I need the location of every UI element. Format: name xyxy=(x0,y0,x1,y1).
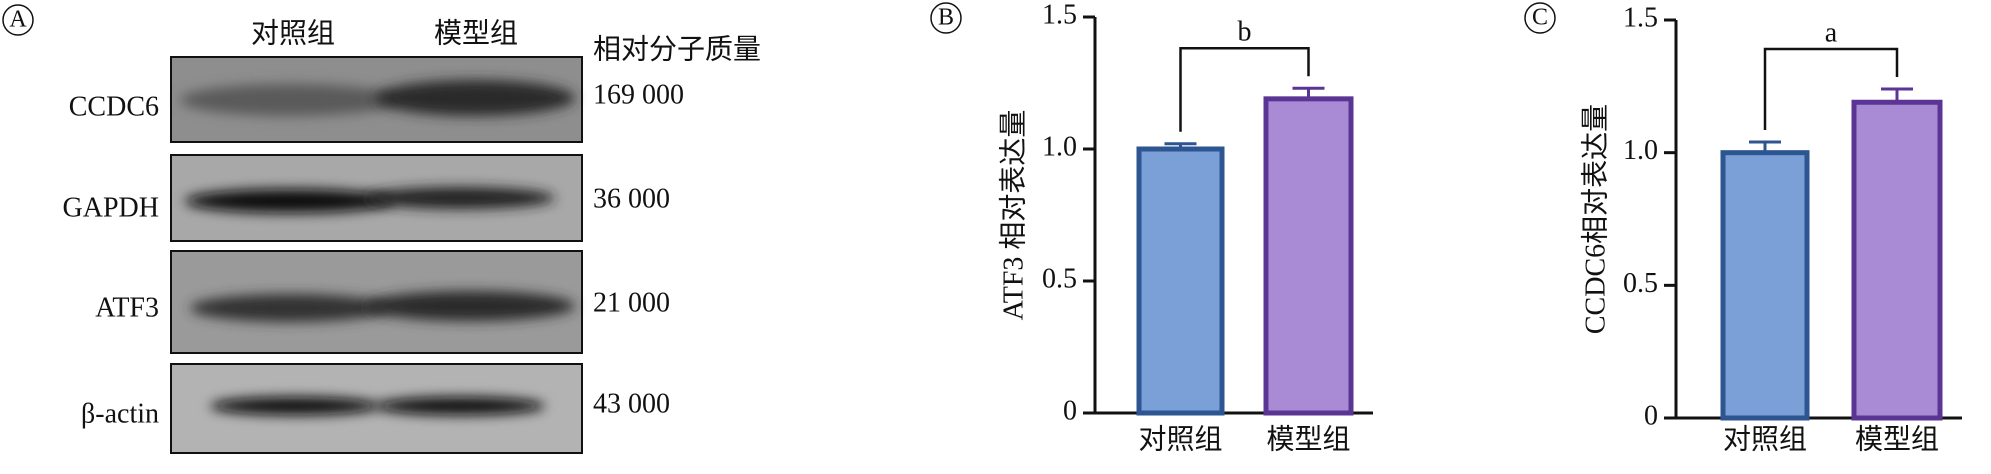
bar xyxy=(1136,146,1225,416)
y-tick-label: 0 xyxy=(1063,395,1077,426)
bar xyxy=(1851,99,1943,421)
significance-label: b xyxy=(1238,17,1252,48)
blot-3 xyxy=(170,363,583,454)
panel-letter: C xyxy=(1532,5,1548,31)
mw-label: 36 000 xyxy=(593,183,670,214)
y-tick-label: 0.5 xyxy=(1042,263,1077,294)
x-tick-label: 对照组 xyxy=(1138,423,1222,455)
panel-circle xyxy=(2,4,34,36)
blot-2 xyxy=(170,250,583,354)
significance-bracket xyxy=(1179,47,1310,132)
row-label: GAPDH xyxy=(63,192,159,223)
x-tick-label: 模型组 xyxy=(1266,423,1350,455)
significance-label: a xyxy=(1825,17,1838,48)
y-tick-label: 1.0 xyxy=(1623,135,1658,166)
y-tick-label: 1.5 xyxy=(1042,0,1077,30)
mw-header: 相对分子质量 xyxy=(593,33,761,65)
y-tick-label: 0 xyxy=(1644,400,1658,431)
x-tick-label: 模型组 xyxy=(1855,423,1939,455)
row-label: CCDC6 xyxy=(69,91,159,122)
bar xyxy=(1263,96,1354,416)
y-tick-label: 0.5 xyxy=(1623,268,1658,299)
column-label: 模型组 xyxy=(434,17,518,49)
row-label: β-actin xyxy=(81,398,159,429)
column-label: 对照组 xyxy=(251,17,335,49)
bar xyxy=(1720,150,1810,421)
mw-label: 43 000 xyxy=(593,388,670,419)
mw-label: 21 000 xyxy=(593,287,670,318)
row-label: ATF3 xyxy=(95,292,159,323)
significance-bracket xyxy=(1763,47,1899,131)
panel-letter: A xyxy=(9,7,27,33)
panel-letter: B xyxy=(938,5,954,31)
mw-label: 169 000 xyxy=(593,79,684,110)
y-axis-label: CCDC6相对表达量 xyxy=(1579,104,1611,334)
y-tick-label: 1.0 xyxy=(1042,131,1077,162)
panel-circle xyxy=(1524,2,1556,34)
blot-0 xyxy=(170,56,583,143)
x-tick-label: 对照组 xyxy=(1723,423,1807,455)
panel-circle xyxy=(930,2,962,34)
blot-1 xyxy=(170,154,583,242)
y-tick-label: 1.5 xyxy=(1623,2,1658,33)
y-axis-label: ATF3 相对表达量 xyxy=(997,110,1029,321)
